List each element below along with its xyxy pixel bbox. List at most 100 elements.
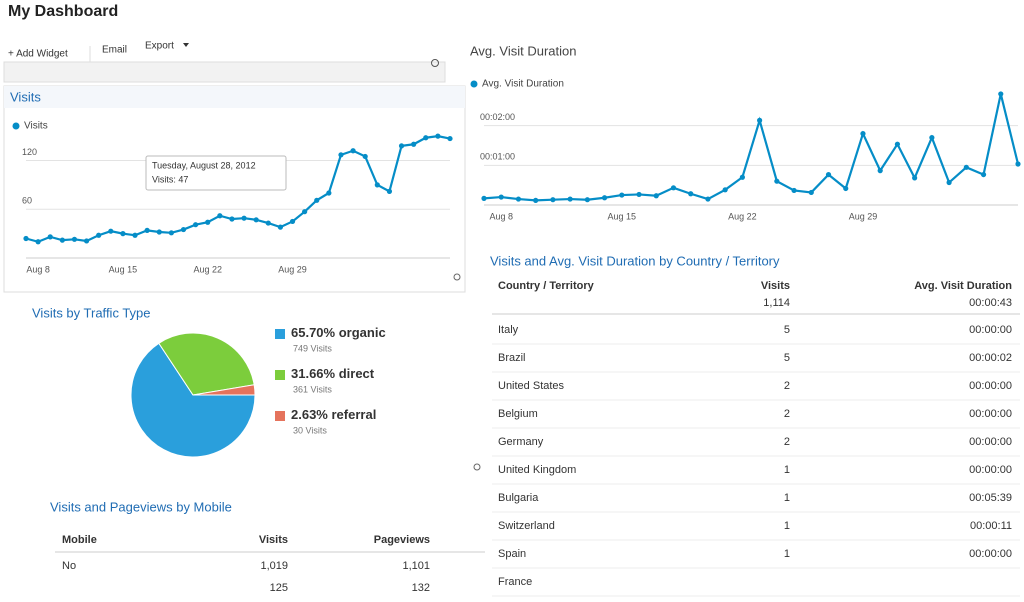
page-title: My Dashboard xyxy=(8,3,118,20)
legend-label: Avg. Visit Duration xyxy=(482,79,564,90)
x-tick-label: Aug 29 xyxy=(849,211,878,221)
x-tick-label: Aug 15 xyxy=(109,264,138,274)
email[interactable]: Email xyxy=(102,45,127,56)
point xyxy=(23,235,29,242)
point xyxy=(825,171,832,178)
table-cell: 00:00:00 xyxy=(969,324,1012,336)
point xyxy=(205,219,211,225)
legend-value: 65.70% xyxy=(291,325,336,340)
point xyxy=(1015,161,1021,167)
table-total: 00:00:43 xyxy=(969,297,1012,309)
table-cell: Switzerland xyxy=(498,520,555,532)
point xyxy=(193,222,199,228)
point xyxy=(374,182,380,188)
table-total: 1,114 xyxy=(763,297,790,309)
point xyxy=(144,227,150,233)
table-cell: Bulgaria xyxy=(498,492,539,504)
point xyxy=(435,133,441,139)
legend-label: 65.70% organic xyxy=(291,325,386,340)
legend-sublabel: 749 Visits xyxy=(293,343,332,353)
legend-swatch xyxy=(275,370,285,380)
table-cell: 5 xyxy=(784,352,790,364)
table-cell: Italy xyxy=(498,324,519,336)
table-cell: 1 xyxy=(784,492,790,504)
x-tick-label: Aug 29 xyxy=(278,264,307,274)
point xyxy=(156,229,162,235)
point xyxy=(894,141,901,147)
point xyxy=(619,192,625,198)
y-tick-label: 120 xyxy=(22,147,37,157)
table-title: Visits and Avg. Visit Duration by Countr… xyxy=(490,253,780,268)
point xyxy=(980,171,987,178)
legend-label: Visits xyxy=(24,121,48,132)
table-cell: 125 xyxy=(270,582,288,594)
table-cell: 00:00:00 xyxy=(969,380,1012,392)
point xyxy=(550,197,556,203)
table-cell: 00:05:39 xyxy=(969,492,1012,504)
y-tick-label: 60 xyxy=(22,196,32,206)
table-header: Mobile xyxy=(62,534,97,546)
point xyxy=(350,148,356,154)
pie-slice xyxy=(192,384,256,396)
point xyxy=(808,189,814,196)
icon[interactable] xyxy=(453,273,461,281)
point xyxy=(791,187,797,194)
table-cell: 2 xyxy=(784,380,790,392)
add-widget[interactable]: + Add Widget xyxy=(8,49,68,60)
settings-icon[interactable] xyxy=(431,59,439,67)
point xyxy=(289,218,296,225)
table-cell: Spain xyxy=(498,548,526,560)
point xyxy=(567,196,573,202)
legend-sublabel: 361 Visits xyxy=(293,384,332,394)
export[interactable]: Export xyxy=(145,41,174,52)
table-cell: 2 xyxy=(784,408,790,420)
y-tick-label: 00:01:00 xyxy=(480,152,515,162)
point xyxy=(636,191,642,198)
table-cell: United States xyxy=(498,380,565,392)
legend-swatch xyxy=(275,411,285,421)
table-cell: 00:00:02 xyxy=(969,352,1012,364)
point xyxy=(515,196,522,202)
point xyxy=(860,131,866,137)
point xyxy=(108,228,114,234)
x-tick-label: Aug 22 xyxy=(193,264,222,274)
x-tick-label: Aug 8 xyxy=(489,211,513,221)
point xyxy=(757,117,763,123)
table-cell: Belgium xyxy=(498,408,538,420)
table-header: Avg. Visit Duration xyxy=(914,280,1012,292)
legend-value: 31.66% xyxy=(291,366,336,381)
point xyxy=(670,185,677,191)
point xyxy=(229,216,235,222)
legend-marker xyxy=(470,80,478,88)
point xyxy=(423,135,429,141)
point xyxy=(241,215,247,221)
legend-category: direct xyxy=(339,366,375,381)
point xyxy=(929,134,935,141)
point xyxy=(498,194,504,200)
point xyxy=(481,195,487,201)
point xyxy=(601,195,608,201)
x-tick-label: Aug 8 xyxy=(26,264,50,274)
table-cell: 1,101 xyxy=(402,560,430,572)
table-cell: Brazil xyxy=(498,352,526,364)
point xyxy=(253,217,259,223)
point xyxy=(59,237,65,243)
table-cell: United Kingdom xyxy=(498,464,576,476)
legend-label: 2.63% referral xyxy=(291,407,376,422)
point xyxy=(132,232,138,238)
table-cell: 00:00:00 xyxy=(969,548,1012,560)
widget-title: Avg. Visit Duration xyxy=(470,43,576,58)
point xyxy=(120,231,126,237)
table-cell: 1 xyxy=(784,548,790,560)
legend-category: organic xyxy=(339,325,386,340)
point xyxy=(338,152,344,158)
icon[interactable] xyxy=(473,463,481,471)
point xyxy=(217,213,223,219)
table-title: Visits and Pageviews by Mobile xyxy=(50,499,232,514)
point xyxy=(35,239,41,245)
widget-bar xyxy=(3,61,446,83)
legend-marker xyxy=(12,122,20,130)
point xyxy=(912,175,918,181)
visits-header xyxy=(4,86,465,108)
point xyxy=(411,141,417,147)
